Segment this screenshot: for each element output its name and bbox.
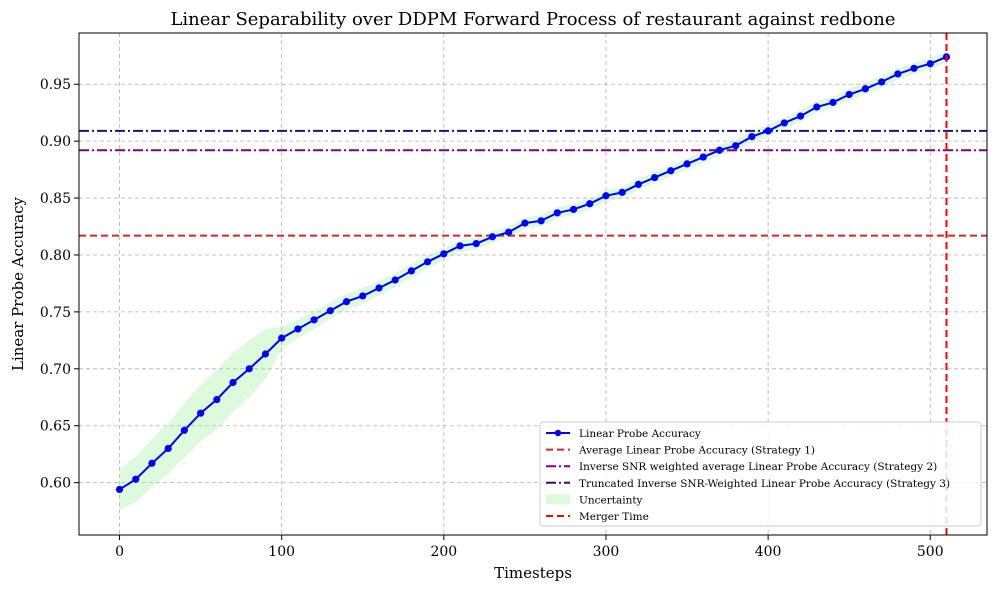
data-point — [732, 142, 740, 150]
legend-swatch-patch — [546, 494, 570, 505]
legend-label: Truncated Inverse SNR-Weighted Linear Pr… — [579, 478, 950, 490]
y-axis-ticks: 0.60 0.65 0.70 0.75 0.80 0.85 0.90 0.95 — [40, 77, 79, 492]
data-point — [342, 298, 351, 306]
data-point — [618, 188, 626, 196]
legend: Linear Probe Accuracy Average Linear Prob… — [539, 421, 982, 527]
data-point — [602, 192, 610, 200]
data-point — [391, 276, 399, 284]
legend-label: Merger Time — [579, 511, 649, 523]
data-point — [634, 180, 642, 188]
data-point — [115, 485, 124, 494]
legend-label: Linear Probe Accuracy — [579, 428, 701, 440]
data-point — [699, 153, 707, 161]
x-tick-label: 300 — [593, 544, 620, 560]
data-point — [715, 146, 724, 154]
data-point — [213, 395, 221, 404]
x-tick-label: 100 — [268, 544, 295, 560]
data-point — [667, 167, 675, 175]
data-point — [197, 409, 205, 417]
data-point — [261, 350, 270, 358]
data-point — [651, 173, 659, 182]
y-tick-label: 0.65 — [40, 419, 71, 435]
data-point — [245, 365, 253, 373]
data-point — [537, 217, 545, 225]
data-point — [407, 267, 415, 275]
data-point — [845, 90, 853, 99]
data-point — [813, 103, 821, 111]
reference-lines — [79, 129, 987, 237]
data-point — [586, 200, 594, 208]
x-axis-label: Timesteps — [494, 564, 572, 582]
data-point — [764, 127, 772, 135]
data-point — [521, 219, 529, 227]
data-point — [829, 98, 837, 107]
data-point — [553, 209, 561, 217]
data-points — [115, 53, 951, 494]
data-point — [456, 242, 464, 250]
y-tick-label: 0.85 — [40, 191, 71, 207]
data-point — [878, 78, 886, 86]
data-point — [424, 258, 432, 266]
data-point — [505, 228, 513, 236]
x-tick-label: 0 — [115, 544, 124, 560]
legend-label: Uncertainty — [579, 494, 643, 506]
y-tick-label: 0.60 — [40, 476, 71, 492]
data-point — [359, 292, 367, 300]
y-tick-label: 0.95 — [40, 77, 71, 93]
x-axis-ticks: 0 100 200 300 400 500 — [115, 535, 944, 560]
legend-label: Average Linear Probe Accuracy (Strategy … — [578, 445, 815, 457]
data-point — [748, 132, 756, 141]
y-tick-label: 0.90 — [40, 134, 71, 150]
y-tick-label: 0.70 — [40, 362, 71, 378]
data-point — [569, 205, 578, 214]
data-point — [310, 316, 318, 324]
legend-box — [539, 421, 982, 527]
data-point — [180, 426, 188, 434]
data-point — [148, 459, 156, 467]
data-point — [472, 239, 480, 248]
plot-frame — [78, 32, 988, 536]
data-point — [796, 112, 805, 120]
data-point — [326, 307, 334, 315]
chart-title: Linear Separability over DDPM Forward Pr… — [170, 9, 895, 30]
x-tick-label: 200 — [430, 544, 457, 560]
data-point — [780, 119, 788, 127]
data-point — [278, 334, 286, 342]
data-point — [910, 64, 918, 72]
legend-label: Inverse SNR weighted average Linear Prob… — [579, 461, 937, 473]
y-tick-label: 0.75 — [40, 305, 71, 321]
data-point — [488, 233, 497, 241]
legend-swatch-marker — [554, 429, 562, 437]
x-tick-label: 400 — [755, 544, 782, 560]
x-tick-label: 500 — [917, 544, 944, 560]
data-point — [894, 70, 902, 78]
data-point — [294, 325, 302, 333]
data-point — [440, 250, 448, 258]
data-point — [375, 284, 383, 292]
series-line-linear-probe-accuracy — [118, 55, 947, 491]
data-point — [229, 378, 237, 387]
data-point — [683, 160, 691, 168]
y-tick-label: 0.80 — [40, 248, 71, 264]
data-point — [132, 475, 140, 483]
data-point — [861, 85, 869, 93]
y-axis-label: Linear Probe Accuracy — [9, 196, 27, 371]
data-point — [164, 444, 172, 453]
data-point — [926, 60, 934, 68]
